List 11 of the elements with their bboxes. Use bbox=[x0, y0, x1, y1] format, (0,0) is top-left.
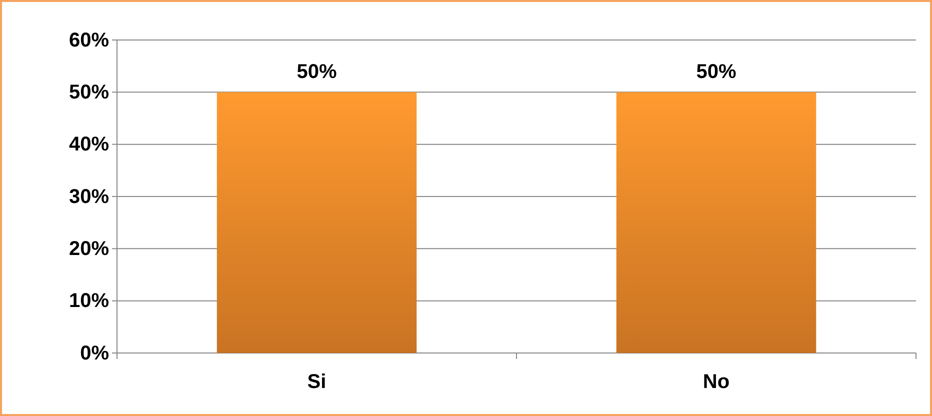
data-label: 50% bbox=[296, 61, 337, 84]
y-tick-label: 0% bbox=[80, 342, 110, 364]
y-tick-label: 20% bbox=[68, 238, 110, 260]
y-tick-label: 30% bbox=[68, 186, 110, 208]
y-tick-label: 60% bbox=[68, 29, 110, 52]
x-tick-label: No bbox=[702, 371, 730, 393]
data-label: 50% bbox=[696, 61, 736, 84]
x-tick-label: Si bbox=[307, 371, 326, 393]
y-tick-label: 50% bbox=[68, 82, 110, 104]
y-tick-label: 40% bbox=[68, 134, 110, 156]
y-tick-label: 10% bbox=[68, 290, 110, 312]
